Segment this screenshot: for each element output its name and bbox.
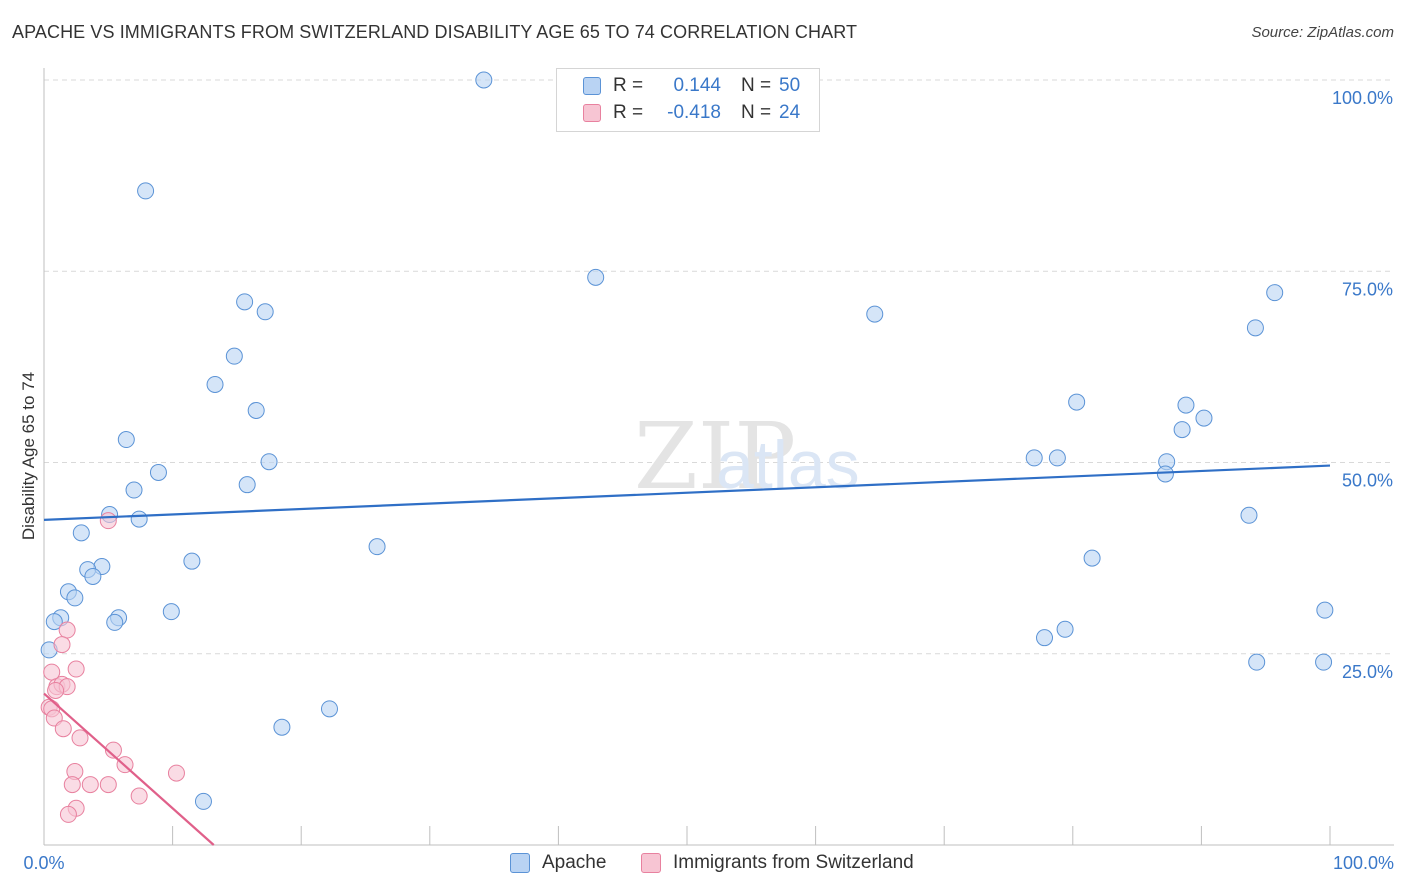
swiss-n-value: 24: [779, 102, 801, 123]
swiss-point: [81, 776, 99, 794]
source-credit: Source: ZipAtlas.com: [1251, 24, 1394, 41]
apache-point: [1315, 653, 1333, 671]
apache-points: [40, 71, 1334, 810]
apache-point: [130, 510, 148, 528]
apache-point: [149, 463, 167, 481]
trend-lines: [43, 464, 1331, 846]
apache-point: [1177, 396, 1195, 414]
swiss-trend-line: [43, 692, 215, 846]
legend-swiss-label: Immigrants from Switzerland: [673, 852, 914, 873]
apache-r-value: 0.144: [673, 75, 721, 96]
swiss-n-label: N =: [741, 102, 772, 123]
apache-point: [1248, 653, 1266, 671]
swiss-r-value: -0.418: [667, 102, 721, 123]
apache-point: [1266, 284, 1284, 302]
swiss-point: [54, 720, 72, 738]
apache-point: [1316, 601, 1334, 619]
apache-point: [72, 524, 90, 542]
legend-row-swiss: R = -0.418 N = 24: [583, 100, 800, 126]
swiss-point: [58, 621, 76, 639]
apache-point: [866, 305, 884, 323]
swiss-point: [104, 741, 122, 759]
swiss-point: [99, 776, 117, 794]
swiss-point: [167, 764, 185, 782]
swiss-point: [67, 660, 85, 678]
swiss-point: [99, 512, 117, 530]
y-tick-label-50: 50.0%: [1342, 471, 1393, 491]
swiss-swatch: [583, 104, 601, 122]
apache-point: [1025, 449, 1043, 467]
legend-apache-swatch: [510, 853, 530, 873]
stats-legend: R = 0.144 N = 50 R = -0.418 N = 24: [556, 68, 820, 132]
legend-item-swiss: Immigrants from Switzerland: [641, 852, 914, 874]
apache-point: [260, 453, 278, 471]
chart-title: APACHE VS IMMIGRANTS FROM SWITZERLAND DI…: [12, 22, 858, 42]
apache-point: [1246, 319, 1264, 337]
y-tick-label-100: 100.0%: [1332, 88, 1393, 108]
series-legend: Apache Immigrants from Switzerland: [0, 852, 1406, 878]
swiss-point: [47, 681, 65, 699]
y-axis-label: Disability Age 65 to 74: [19, 372, 38, 540]
apache-point: [1048, 449, 1066, 467]
apache-point: [320, 700, 338, 718]
apache-point: [125, 481, 143, 499]
x-tick-label-max: 100.0%: [1333, 853, 1394, 873]
apache-point: [1173, 421, 1191, 439]
apache-point: [1240, 506, 1258, 524]
apache-point: [256, 303, 274, 321]
apache-point: [84, 567, 102, 585]
apache-point: [162, 603, 180, 621]
swiss-point: [59, 805, 77, 823]
swiss-point: [71, 729, 89, 747]
apache-point: [106, 613, 124, 631]
apache-point: [247, 401, 265, 419]
apache-point: [117, 431, 135, 449]
apache-n-value: 50: [779, 75, 801, 96]
apache-point: [475, 71, 493, 89]
apache-point: [66, 589, 84, 607]
legend-swiss-swatch: [641, 853, 661, 873]
swiss-point: [130, 787, 148, 805]
legend-apache-label: Apache: [542, 852, 607, 873]
apache-point: [1156, 465, 1174, 483]
axes: [43, 68, 1394, 846]
apache-point: [236, 293, 254, 311]
apache-point: [1068, 393, 1086, 411]
y-tick-label-25: 25.0%: [1342, 662, 1393, 682]
apache-point: [225, 347, 243, 365]
apache-point: [137, 182, 155, 200]
apache-trend-line: [43, 464, 1331, 521]
apache-point: [587, 268, 605, 286]
apache-point: [368, 538, 386, 556]
apache-point: [183, 552, 201, 570]
apache-swatch: [583, 77, 601, 95]
apache-point: [1083, 549, 1101, 567]
apache-r-label: R =: [613, 75, 644, 96]
apache-point: [194, 792, 212, 810]
apache-point: [1195, 409, 1213, 427]
swiss-points: [40, 512, 185, 823]
apache-point: [1056, 620, 1074, 638]
apache-point: [1036, 629, 1054, 647]
swiss-r-label: R =: [613, 102, 644, 123]
grid-lines: [44, 79, 1394, 655]
apache-point: [45, 613, 63, 631]
apache-n-label: N =: [741, 75, 772, 96]
apache-point: [206, 375, 224, 393]
y-tick-label-75: 75.0%: [1342, 279, 1393, 299]
swiss-point: [53, 636, 71, 654]
x-tick-label-min: 0.0%: [23, 853, 64, 873]
apache-point: [238, 476, 256, 494]
legend-row-apache: R = 0.144 N = 50: [583, 73, 800, 99]
apache-point: [273, 718, 291, 736]
tick-labels: 25.0% 50.0% 75.0% 100.0% 0.0% 100.0%: [23, 88, 1394, 873]
legend-item-apache: Apache: [510, 852, 606, 874]
swiss-point: [63, 776, 81, 794]
